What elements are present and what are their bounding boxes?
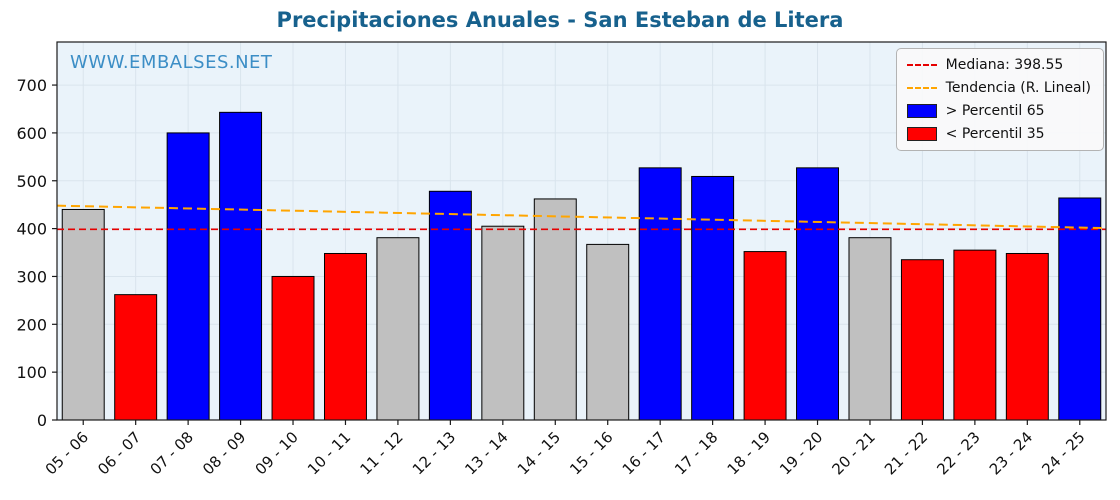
bar	[271, 275, 315, 421]
y-tick-label: 100	[16, 363, 47, 382]
bar	[481, 225, 525, 421]
legend-trend-label: Tendencia (R. Lineal)	[945, 80, 1091, 96]
bar	[691, 175, 735, 421]
plot-border	[56, 41, 1107, 421]
bar	[323, 252, 367, 421]
watermark-text: WWW.EMBALSES.NET	[70, 52, 273, 73]
legend-low-label: < Percentil 35	[945, 126, 1045, 142]
x-tick-label: 16 - 17	[619, 428, 669, 478]
y-tick-label: 0	[37, 411, 47, 430]
x-tick-label: 12 - 13	[409, 428, 459, 478]
x-tick-label: 07 - 08	[147, 428, 197, 478]
legend-item-trend: Tendencia (R. Lineal)	[906, 80, 1091, 96]
bar	[61, 208, 105, 421]
high-percentile-swatch-icon	[906, 104, 937, 118]
x-tick-label: 20 - 21	[829, 428, 879, 478]
x-tick-label: 23 - 24	[986, 428, 1036, 478]
legend-item-high: > Percentil 65	[906, 103, 1091, 119]
bar	[219, 111, 263, 421]
x-tick-label: 21 - 22	[881, 428, 931, 478]
bar	[848, 237, 892, 421]
x-tick-label: 15 - 16	[566, 428, 616, 478]
x-tick-label: 11 - 12	[356, 428, 406, 478]
low-percentile-swatch-icon	[906, 127, 937, 141]
x-tick-label: 05 - 06	[42, 428, 92, 478]
bar	[428, 190, 472, 421]
y-tick-label: 700	[16, 76, 47, 95]
x-tick-label: 18 - 19	[724, 428, 774, 478]
legend-item-low: < Percentil 35	[906, 126, 1091, 142]
x-tick-label: 14 - 15	[514, 428, 564, 478]
bar	[743, 251, 787, 421]
bar	[796, 167, 840, 421]
trend-line	[56, 204, 1107, 230]
x-tick-label: 24 - 25	[1038, 428, 1088, 478]
x-tick-label: 19 - 20	[776, 428, 826, 478]
x-tick-label: 17 - 18	[671, 428, 721, 478]
x-tick-label: 09 - 10	[252, 428, 302, 478]
x-tick-label: 06 - 07	[94, 428, 144, 478]
bar	[638, 167, 682, 421]
page-title: Precipitaciones Anuales - San Esteban de…	[276, 8, 844, 32]
bar	[586, 243, 630, 421]
bar	[533, 198, 577, 421]
y-tick-label: 400	[16, 220, 47, 239]
y-tick-label: 200	[16, 315, 47, 334]
y-tick-label: 600	[16, 124, 47, 143]
bar	[900, 259, 944, 421]
x-tick-label: 08 - 09	[199, 428, 249, 478]
trend-line-icon	[906, 87, 937, 89]
chart-legend: Mediana: 398.55 Tendencia (R. Lineal) > …	[895, 48, 1104, 151]
bar	[1058, 197, 1102, 421]
legend-high-label: > Percentil 65	[945, 103, 1045, 119]
x-tick-label: 10 - 11	[304, 428, 354, 478]
y-tick-label: 500	[16, 172, 47, 191]
x-tick-label: 22 - 23	[933, 428, 983, 478]
bar	[114, 294, 158, 421]
x-tick-label: 13 - 14	[461, 428, 511, 478]
bar	[166, 132, 210, 421]
legend-median-label: Mediana: 398.55	[945, 57, 1064, 73]
y-tick-label: 300	[16, 267, 47, 286]
bar	[1005, 252, 1049, 421]
bar	[953, 249, 997, 421]
legend-item-median: Mediana: 398.55	[906, 57, 1091, 73]
bar	[376, 237, 420, 421]
median-line-icon	[906, 64, 937, 66]
